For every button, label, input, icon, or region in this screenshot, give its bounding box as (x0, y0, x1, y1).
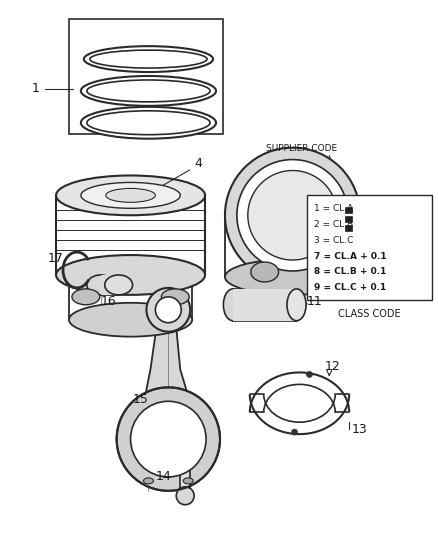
Ellipse shape (81, 107, 216, 139)
Ellipse shape (131, 401, 206, 477)
Ellipse shape (176, 487, 194, 505)
Text: 7 = CL.A + 0.1: 7 = CL.A + 0.1 (314, 252, 387, 261)
Text: 2 = CL.B: 2 = CL.B (314, 220, 353, 229)
Ellipse shape (69, 303, 192, 337)
Text: 8 = CL.B + 0.1: 8 = CL.B + 0.1 (314, 268, 387, 277)
Ellipse shape (81, 182, 180, 208)
Ellipse shape (183, 478, 193, 484)
Ellipse shape (87, 275, 115, 295)
Text: 12: 12 (325, 360, 340, 373)
Text: 9 = CL.C + 0.1: 9 = CL.C + 0.1 (314, 284, 387, 293)
Ellipse shape (251, 262, 279, 282)
Ellipse shape (84, 46, 213, 72)
Ellipse shape (155, 297, 181, 322)
Text: 13: 13 (351, 423, 367, 435)
Text: 11: 11 (307, 295, 322, 308)
Text: 1 = CL.A: 1 = CL.A (314, 204, 353, 213)
Ellipse shape (307, 372, 312, 377)
Text: 16: 16 (101, 295, 117, 308)
Ellipse shape (87, 80, 210, 102)
Bar (69, 19, 223, 134)
Ellipse shape (87, 111, 210, 135)
Text: 4: 4 (194, 157, 202, 170)
Ellipse shape (292, 429, 297, 435)
Ellipse shape (223, 289, 243, 321)
Ellipse shape (56, 255, 205, 295)
Bar (233, 289, 297, 321)
Text: SUPPLIER CODE: SUPPLIER CODE (266, 144, 337, 153)
Bar (180, 429, 190, 496)
Ellipse shape (90, 50, 207, 68)
Polygon shape (146, 328, 190, 409)
Bar (345, 216, 352, 222)
Ellipse shape (56, 175, 205, 215)
Text: 15: 15 (133, 393, 148, 406)
Text: 1: 1 (31, 83, 39, 95)
Text: 3 = CL.C: 3 = CL.C (314, 236, 354, 245)
Ellipse shape (237, 159, 348, 271)
Ellipse shape (72, 289, 100, 305)
Bar (345, 207, 352, 213)
Ellipse shape (225, 259, 360, 295)
Bar (101, 275, 119, 295)
Text: CLASS CODE: CLASS CODE (338, 309, 400, 319)
Ellipse shape (81, 76, 216, 106)
Bar (345, 225, 352, 231)
Ellipse shape (106, 188, 155, 203)
Ellipse shape (248, 171, 337, 260)
Ellipse shape (146, 288, 190, 332)
Ellipse shape (287, 289, 306, 321)
Text: 17: 17 (48, 252, 64, 264)
Text: 14: 14 (155, 471, 171, 483)
Ellipse shape (144, 478, 153, 484)
Ellipse shape (105, 275, 133, 295)
Ellipse shape (117, 387, 220, 491)
Bar (307, 196, 431, 300)
Ellipse shape (225, 148, 360, 283)
Ellipse shape (161, 289, 189, 305)
